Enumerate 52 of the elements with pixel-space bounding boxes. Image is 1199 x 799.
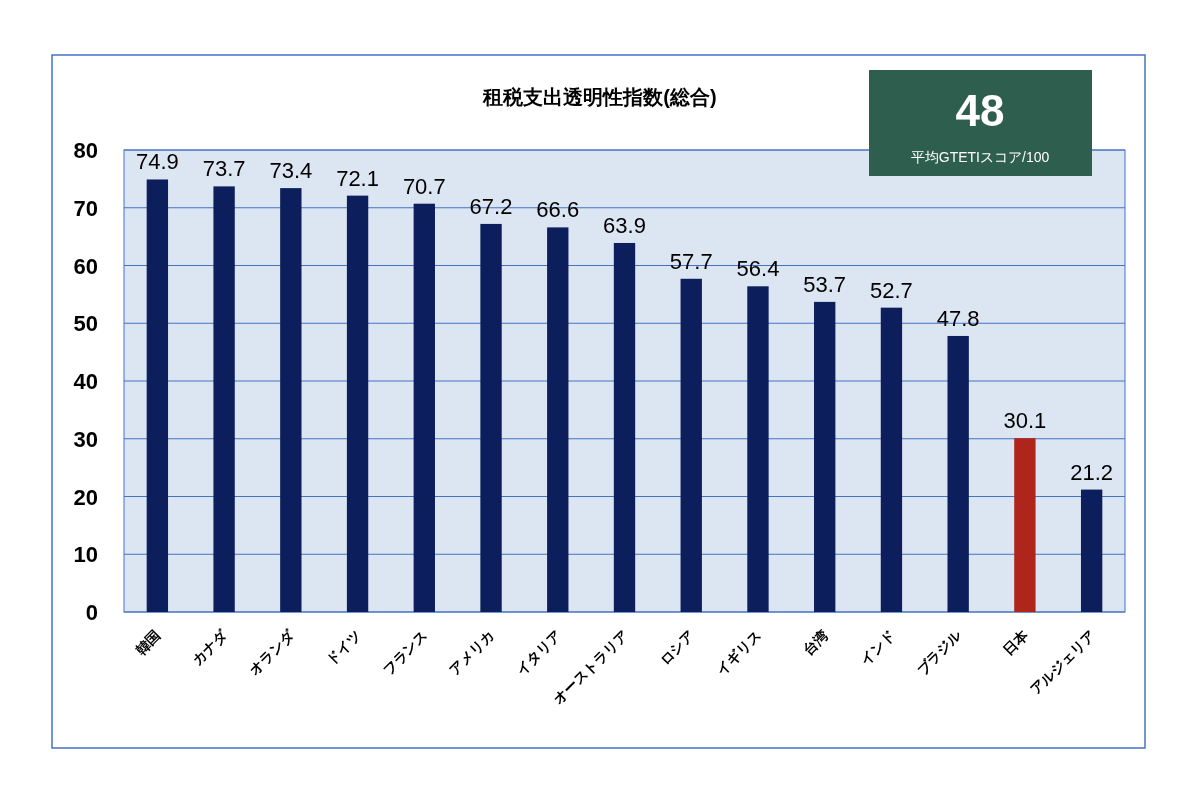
x-tick-label: ドイツ <box>322 626 364 668</box>
data-label: 21.2 <box>1070 459 1114 485</box>
chart-title: 租税支出透明性指数(総合) <box>482 86 717 108</box>
x-tick-label: インド <box>856 626 898 668</box>
bar <box>880 307 903 612</box>
bar <box>747 286 769 612</box>
x-tick-label: ロシア <box>656 626 698 668</box>
data-label: 66.6 <box>536 197 580 223</box>
y-tick-label: 60 <box>73 253 98 279</box>
y-tick-label: 0 <box>85 600 98 625</box>
bar <box>213 186 235 612</box>
x-tick-label: フランス <box>379 626 431 678</box>
bar <box>547 227 569 612</box>
data-label: 73.7 <box>202 156 246 182</box>
x-tick-label: アメリカ <box>446 626 498 678</box>
x-tick-label: 韓国 <box>132 626 164 658</box>
data-label: 70.7 <box>402 173 446 199</box>
bar <box>613 242 636 612</box>
x-tick-label: オランダ <box>246 626 298 678</box>
data-label: 72.1 <box>336 165 379 191</box>
y-tick-label: 10 <box>73 542 98 568</box>
bar <box>814 301 836 612</box>
data-label: 53.7 <box>803 271 847 297</box>
x-tick-label: イタリア <box>512 626 564 678</box>
y-tick-label: 50 <box>73 311 98 337</box>
x-tick-label: イギリス <box>713 626 765 678</box>
bar <box>1014 438 1036 612</box>
bar <box>680 278 702 612</box>
data-label: 63.9 <box>603 212 646 238</box>
x-tick-label: 台湾 <box>799 626 831 658</box>
bar <box>480 223 502 612</box>
bar <box>413 203 435 612</box>
y-tick-label: 80 <box>73 138 98 163</box>
bar <box>146 179 169 612</box>
x-tick-label: ブラジル <box>913 626 965 678</box>
bar <box>947 335 969 612</box>
y-tick-label: 30 <box>73 426 98 452</box>
data-label: 30.1 <box>1003 408 1047 434</box>
x-tick-label: カナダ <box>189 626 231 668</box>
y-tick-label: 40 <box>73 369 98 394</box>
y-tick-label: 20 <box>73 484 98 510</box>
bar <box>1080 489 1103 612</box>
data-label: 74.9 <box>135 149 179 175</box>
data-label: 52.7 <box>870 277 913 303</box>
data-label: 67.2 <box>469 193 513 219</box>
bar <box>346 195 369 612</box>
bar <box>280 188 302 612</box>
text: 48 <box>955 86 1005 135</box>
annotation: 平均GTETIスコア/100 <box>910 149 1050 165</box>
data-label: 73.4 <box>269 158 313 184</box>
data-label: 47.8 <box>936 305 980 331</box>
y-tick-label: 70 <box>73 195 98 221</box>
